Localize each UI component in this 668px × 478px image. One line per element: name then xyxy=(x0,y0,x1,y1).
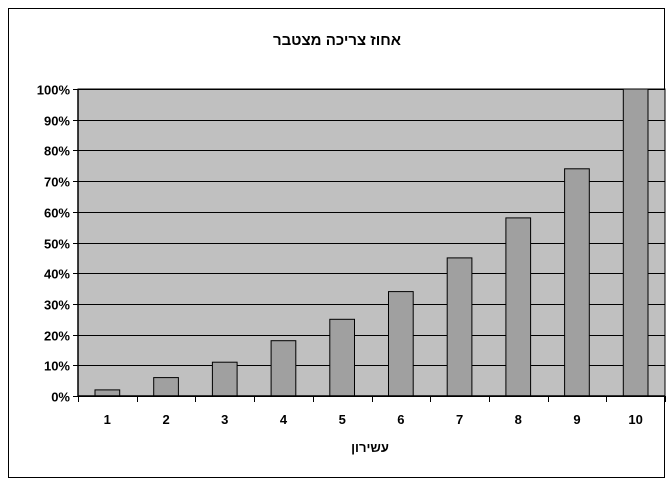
y-tick-label: 60% xyxy=(44,206,70,221)
bar xyxy=(153,377,179,397)
x-axis-ticks: 1 2 3 4 5 6 7 8 9 10 xyxy=(78,396,666,427)
y-axis-ticks: 0% 10% 20% 30% 40% 50% 60% 70% 80% 90% 100% xyxy=(37,83,78,405)
bar xyxy=(622,88,649,397)
bar xyxy=(388,291,414,397)
x-tick-label: 3 xyxy=(221,412,228,427)
x-axis-label: עשירון xyxy=(351,440,389,455)
y-tick-label: 10% xyxy=(44,359,70,374)
x-tick-label: 9 xyxy=(573,412,580,427)
x-tick-label: 2 xyxy=(162,412,169,427)
x-tick-label: 7 xyxy=(456,412,463,427)
bar xyxy=(211,361,238,397)
y-tick-label: 80% xyxy=(44,144,70,159)
y-tick-label: 50% xyxy=(44,237,70,252)
bar xyxy=(446,257,473,397)
y-tick-label: 90% xyxy=(44,114,70,129)
bar xyxy=(564,168,590,397)
bar xyxy=(505,217,532,397)
x-tick-label: 8 xyxy=(515,412,522,427)
x-tick-label: 6 xyxy=(397,412,404,427)
x-tick-label: 4 xyxy=(280,412,288,427)
x-tick-label: 1 xyxy=(104,412,111,427)
y-tick-label: 40% xyxy=(44,267,70,282)
y-tick-label: 0% xyxy=(51,390,70,405)
bar xyxy=(94,389,121,397)
chart-svg: אחוז צריכה מצטבר 0%10%20%30%40%50%60%70%… xyxy=(37,32,666,455)
bar xyxy=(329,318,355,397)
chart-title: אחוז צריכה מצטבר xyxy=(273,32,401,49)
y-tick-label: 100% xyxy=(37,83,71,98)
y-tick-label: 30% xyxy=(44,298,70,313)
x-tick-label: 5 xyxy=(339,412,346,427)
bar xyxy=(270,340,297,397)
y-tick-label: 70% xyxy=(44,175,70,190)
y-tick-label: 20% xyxy=(44,329,70,344)
x-tick-label: 10 xyxy=(628,412,642,427)
bars xyxy=(94,88,649,397)
